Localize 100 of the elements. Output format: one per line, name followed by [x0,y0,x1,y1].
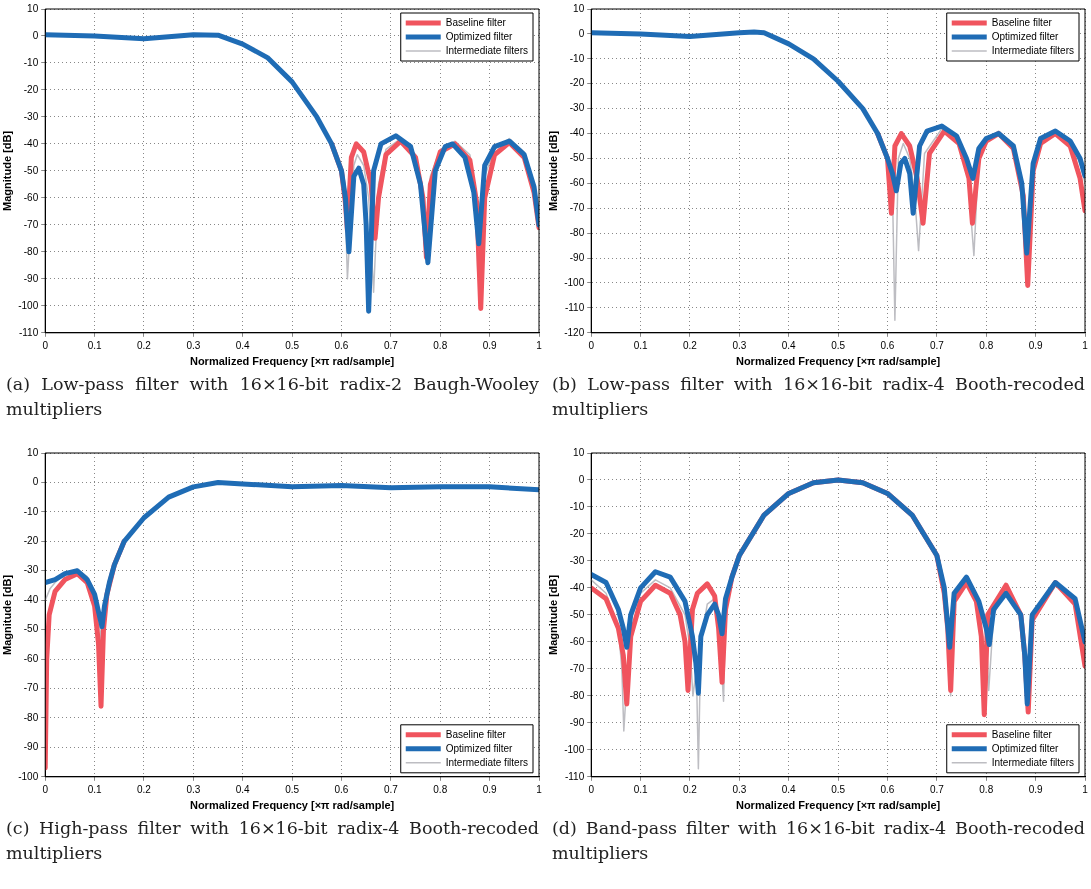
y-tick-label: -20 [569,527,585,539]
legend-label: Baseline filter [445,16,507,28]
y-tick-label: -70 [569,202,585,214]
x-tick-label: 1 [1082,339,1089,351]
y-axis-title: Magnitude [dB] [546,130,559,211]
x-tick-label: 0.3 [186,783,201,795]
x-tick-label: 0.1 [87,339,102,351]
y-tick-label: -90 [23,272,39,284]
y-tick-label: -20 [23,83,39,95]
y-tick-label: -40 [569,581,585,593]
x-tick-label: 0.6 [880,339,895,351]
x-tick-label: 0.4 [781,339,797,351]
x-tick-label: 0 [42,339,49,351]
text: (d) Band-pass filter with 16×16-bit radix-4 Booth-recoded multipliers [551,817,1086,865]
text: (c) High-pass filter with 16×16-bit radix-4 Booth-recoded multipliers [5,817,540,865]
text: (a) Low-pass filter with 16×16-bit radix-2 Baugh-Wooley multipliers [5,373,540,421]
y-tick-label: -110 [18,326,39,338]
y-tick-label: 10 [27,446,39,458]
y-tick-label: -90 [569,716,585,728]
y-tick-label: -20 [23,535,39,547]
x-tick-label: 0.7 [929,339,945,351]
y-tick-label: -40 [23,593,39,605]
y-tick-label: -120 [564,326,585,338]
x-axis-title: Normalized Frequency [×π rad/sample] [189,799,395,812]
y-tick-label: -60 [569,177,585,189]
y-axis-title: Magnitude [dB] [546,574,559,655]
x-tick-label: 0.8 [433,339,448,351]
x-tick-label: 0.7 [383,783,399,795]
x-tick-label: 0.6 [334,339,349,351]
y-tick-label: -100 [18,770,39,782]
x-tick-label: 0.3 [186,339,201,351]
x-axis-title: Normalized Frequency [×π rad/sample] [189,355,395,368]
x-tick-label: 0.5 [285,339,300,351]
legend-label: Optimized filter [445,742,514,754]
y-tick-label: -70 [23,218,39,230]
x-tick-label: 0.3 [732,783,747,795]
x-axis-title: Normalized Frequency [×π rad/sample] [735,355,941,368]
y-tick-label: -50 [23,623,39,635]
y-tick-label: -110 [564,770,585,782]
y-tick-label: -30 [569,554,585,566]
y-tick-label: -60 [569,635,585,647]
text: (b) Low-pass filter with 16×16-bit radix-4 Booth-recoded multipliers [551,373,1086,421]
legend-label: Baseline filter [445,728,507,740]
x-tick-label: 0.4 [781,783,797,795]
y-tick-label: -10 [569,500,585,512]
x-tick-label: 0.9 [1028,783,1044,795]
y-tick-label: -30 [23,564,39,576]
x-tick-label: 0.8 [433,783,448,795]
x-tick-label: 0 [588,339,595,351]
y-tick-label: 0 [578,473,585,485]
x-tick-label: 0.9 [482,783,498,795]
y-tick-label: -110 [564,301,585,313]
y-tick-label: 0 [578,27,585,39]
y-tick-label: -50 [23,164,39,176]
y-tick-label: 0 [32,29,39,41]
y-tick-label: -80 [23,711,39,723]
legend-label: Optimized filter [991,742,1060,754]
y-tick-label: -80 [23,245,39,257]
x-tick-label: 0.4 [235,339,251,351]
y-tick-label: -100 [564,743,585,755]
y-tick-label: -60 [23,191,39,203]
x-tick-label: 0.5 [831,339,846,351]
x-axis-title: Normalized Frequency [×π rad/sample] [735,799,941,812]
x-tick-label: 0.7 [929,783,945,795]
y-tick-label: 10 [27,2,39,14]
legend-label: Optimized filter [991,30,1060,42]
y-tick-label: -10 [23,505,39,517]
y-tick-label: -10 [23,56,39,68]
x-tick-label: 0.2 [683,339,698,351]
y-tick-label: -70 [23,682,39,694]
y-tick-label: 0 [32,476,39,488]
y-tick-label: -80 [569,226,585,238]
x-tick-label: 0.1 [633,339,648,351]
y-tick-label: -60 [23,652,39,664]
y-tick-label: -90 [569,251,585,263]
y-tick-label: -50 [569,608,585,620]
x-tick-label: 0.3 [732,339,747,351]
legend-label: Intermediate filters [991,756,1075,768]
legend-label: Baseline filter [991,16,1053,28]
x-tick-label: 0.5 [285,783,300,795]
legend-label: Intermediate filters [445,44,529,56]
y-tick-label: -90 [23,741,39,753]
y-axis-title: Magnitude [dB] [0,130,13,211]
x-tick-label: 0.2 [683,783,698,795]
x-tick-label: 1 [536,783,543,795]
legend-label: Optimized filter [445,30,514,42]
y-tick-label: -30 [569,102,585,114]
y-tick-label: -20 [569,77,585,89]
y-tick-label: -40 [23,137,39,149]
x-tick-label: 0.1 [633,783,648,795]
y-tick-label: -40 [569,127,585,139]
x-tick-label: 0.1 [87,783,102,795]
x-tick-label: 0.2 [137,339,152,351]
x-tick-label: 0 [42,783,49,795]
x-tick-label: 0.8 [979,783,994,795]
legend-label: Intermediate filters [991,44,1075,56]
y-tick-label: -30 [23,110,39,122]
y-tick-label: -50 [569,152,585,164]
x-tick-label: 0.5 [831,783,846,795]
y-tick-label: -10 [569,52,585,64]
